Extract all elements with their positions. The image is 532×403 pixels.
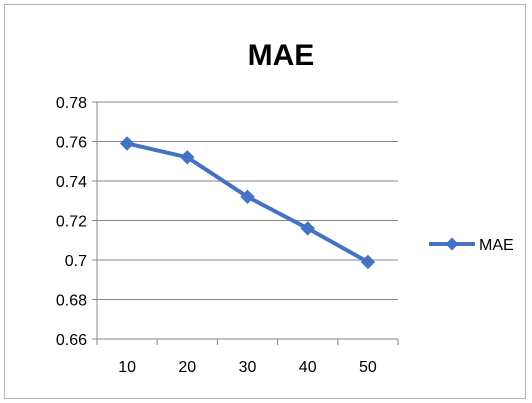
data-point-marker (360, 254, 376, 270)
data-point-marker (180, 150, 195, 165)
legend-marker (445, 237, 459, 251)
axes (92, 101, 399, 345)
legend-label: MAE (479, 237, 514, 254)
data-point-marker (240, 189, 255, 205)
x-tick-label: 30 (239, 359, 257, 376)
y-tick-label: 0.78 (56, 95, 87, 112)
x-tick-label: 40 (299, 359, 317, 376)
data-point-marker (119, 136, 135, 151)
y-tick-label: 0.66 (56, 332, 87, 349)
data-point-marker (300, 221, 315, 236)
series (119, 136, 376, 270)
y-tick-labels: 0.66 0.68 0.7 0.72 0.74 0.76 0.78 (56, 95, 87, 349)
y-tick-label: 0.74 (56, 174, 87, 191)
x-tick-label: 10 (118, 359, 136, 376)
x-tick-label: 20 (178, 359, 196, 376)
x-tick-label: 50 (359, 359, 377, 376)
y-tick-label: 0.7 (65, 253, 87, 270)
y-tick-label: 0.68 (56, 293, 87, 310)
x-tick-labels: 10 20 30 40 50 (118, 359, 377, 376)
y-tick-label: 0.76 (56, 135, 87, 152)
y-tick-label: 0.72 (56, 214, 87, 231)
legend: MAE (429, 237, 514, 254)
chart-frame: MAE 0.66 0.68 0.7 0.72 0.74 0.76 0.78 10 20 30 40… (4, 4, 526, 399)
chart-title: MAE (248, 39, 315, 72)
gridlines (97, 101, 398, 300)
line-chart: MAE 0.66 0.68 0.7 0.72 0.74 0.76 0.78 10 20 30 40… (56, 39, 514, 376)
